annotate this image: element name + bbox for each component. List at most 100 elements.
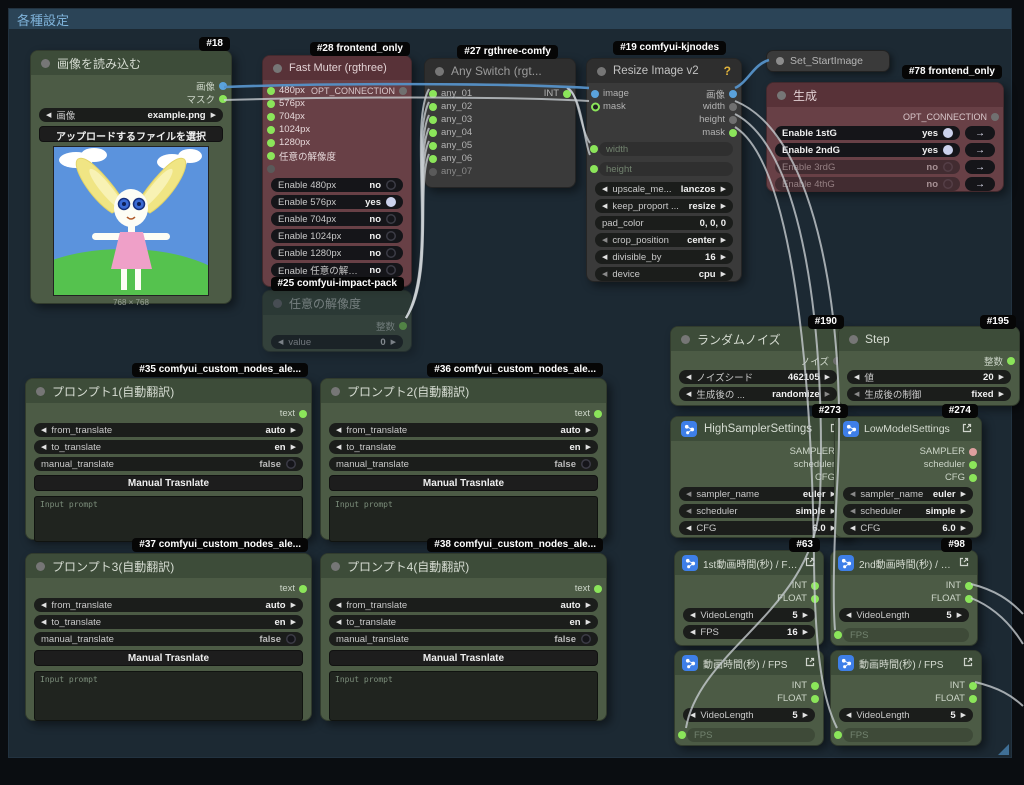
- input-dot[interactable]: [429, 154, 437, 163]
- node-title-bar[interactable]: 任意の解像度: [263, 291, 411, 315]
- from-translate-combo[interactable]: ◀ from_translate auto ▶: [329, 423, 598, 437]
- widget-input-dot-height[interactable]: [590, 165, 598, 173]
- toggle-enable-3rdg[interactable]: Enable 3rdG no →: [767, 160, 1003, 174]
- control-after-generate-combo[interactable]: ◀ 生成後の ... randomize ▶: [679, 387, 837, 401]
- node-title-bar[interactable]: 1st動画時間(秒) / FPS: [675, 551, 823, 575]
- collapse-dot-icon[interactable]: [435, 66, 444, 76]
- opt-connection-dot[interactable]: [399, 86, 407, 95]
- manual-translate-button[interactable]: Manual Trasnlate: [34, 650, 303, 666]
- collapse-dot-icon[interactable]: [597, 66, 606, 76]
- height-widget[interactable]: height: [599, 162, 733, 176]
- node-video-time-1[interactable]: 1st動画時間(秒) / FPS INT FLOAT ◀ VideoLength 5…: [674, 550, 824, 646]
- open-subgraph-icon[interactable]: [804, 656, 816, 671]
- output-dot-width[interactable]: [729, 102, 737, 111]
- to-translate-combo[interactable]: ◀ to_translate en ▶: [329, 440, 598, 454]
- toggle-enable-2ndg[interactable]: Enable 2ndG yes →: [767, 143, 1003, 157]
- output-dot-float[interactable]: [811, 594, 819, 603]
- from-translate-combo[interactable]: ◀ from_translate auto ▶: [329, 598, 598, 612]
- output-dot-int[interactable]: [965, 581, 973, 590]
- collapse-dot-icon[interactable]: [41, 58, 50, 68]
- group-title-bar[interactable]: 各種設定: [9, 9, 1011, 29]
- node-prompt-3[interactable]: プロンプト3(自動翻訳) text ◀ from_translate auto ▶ ◀…: [25, 553, 312, 721]
- output-dot-image[interactable]: [729, 89, 737, 98]
- toggle-circle[interactable]: [581, 634, 591, 644]
- toggle-circle[interactable]: [386, 248, 396, 258]
- input-dot[interactable]: [429, 102, 437, 111]
- video-length-combo[interactable]: ◀ VideoLength 5 ▶: [839, 708, 973, 722]
- output-dot-image[interactable]: [219, 81, 227, 90]
- node-title-bar[interactable]: 動画時間(秒) / FPS: [675, 651, 823, 675]
- node-title-bar[interactable]: 動画時間(秒) / FPS: [831, 651, 981, 675]
- fps-widget[interactable]: FPS: [843, 728, 973, 742]
- toggle-circle[interactable]: [943, 128, 953, 138]
- node-resize-image[interactable]: Resize Image v2 ? image 画像 mask width he…: [586, 58, 742, 282]
- empty-input-dot[interactable]: [267, 164, 275, 173]
- prompt-text-input[interactable]: [329, 496, 598, 542]
- output-dot-scheduler[interactable]: [969, 460, 977, 469]
- input-dot-image[interactable]: [591, 89, 599, 98]
- output-dot-text[interactable]: [594, 409, 602, 418]
- node-any-resolution[interactable]: 任意の解像度 整数 ◀ value 0 ▶: [262, 290, 412, 352]
- output-dot-cfg[interactable]: [969, 473, 977, 482]
- input-dot[interactable]: [429, 115, 437, 124]
- manual-translate-button[interactable]: Manual Trasnlate: [34, 475, 303, 491]
- fps-combo[interactable]: ◀ FPS 16 ▶: [683, 625, 815, 639]
- output-dot-text[interactable]: [594, 584, 602, 593]
- toggle-enable-custom[interactable]: Enable 任意の解像度 no: [271, 263, 403, 277]
- collapse-dot-icon[interactable]: [849, 334, 858, 344]
- node-step[interactable]: Step 整数 ◀ 値 20 ▶ ◀ 生成後の制御 fixed ▶: [838, 326, 1020, 406]
- node-prompt-2[interactable]: プロンプト2(自動翻訳) text ◀ from_translate auto ▶ ◀…: [320, 378, 607, 542]
- toggle-enable-704[interactable]: Enable 704px no: [271, 212, 403, 226]
- toggle-circle[interactable]: [386, 180, 396, 190]
- input-dot[interactable]: [267, 86, 275, 95]
- collapse-dot-icon[interactable]: [36, 561, 45, 571]
- toggle-circle[interactable]: [386, 214, 396, 224]
- node-title-bar[interactable]: ランダムノイズ: [671, 327, 845, 351]
- node-video-time-3[interactable]: 動画時間(秒) / FPS INT FLOAT ◀ VideoLength 5 ▶ F…: [674, 650, 824, 746]
- input-dot-mask[interactable]: [591, 102, 600, 111]
- input-dot[interactable]: [429, 89, 437, 98]
- toggle-enable-1280[interactable]: Enable 1280px no: [271, 246, 403, 260]
- collapse-dot-icon[interactable]: [36, 386, 45, 396]
- node-high-sampler-settings[interactable]: HighSamplerSettings SAMPLER scheduler CF…: [670, 416, 852, 538]
- output-dot-sampler[interactable]: [969, 447, 977, 456]
- manual-translate-button[interactable]: Manual Trasnlate: [329, 475, 598, 491]
- input-dot[interactable]: [267, 112, 275, 121]
- toggle-enable-1024[interactable]: Enable 1024px no: [271, 229, 403, 243]
- output-dot-int[interactable]: [563, 89, 571, 98]
- output-dot-int[interactable]: [969, 681, 977, 690]
- output-dot-int[interactable]: [811, 681, 819, 690]
- input-dot[interactable]: [267, 151, 275, 160]
- video-length-combo[interactable]: ◀ VideoLength 5 ▶: [683, 608, 815, 622]
- pad-color-widget[interactable]: pad_color 0, 0, 0: [595, 216, 733, 230]
- input-dot[interactable]: [429, 128, 437, 137]
- toggle-circle[interactable]: [286, 634, 296, 644]
- node-video-time-4[interactable]: 動画時間(秒) / FPS INT FLOAT ◀ VideoLength 5 ▶ F…: [830, 650, 982, 746]
- manual-translate-toggle[interactable]: manual_translate false: [329, 632, 598, 646]
- prev-arrow-icon[interactable]: ◀: [46, 112, 52, 119]
- node-prompt-1[interactable]: プロンプト1(自動翻訳) text ◀ from_translate auto ▶ ◀…: [25, 378, 312, 542]
- widget-input-dot-fps[interactable]: [834, 731, 842, 739]
- output-dot-int[interactable]: [1007, 357, 1015, 365]
- input-dot[interactable]: [267, 125, 275, 134]
- upload-file-button[interactable]: アップロードするファイルを選択: [39, 126, 223, 143]
- node-title-bar[interactable]: Resize Image v2 ?: [587, 59, 741, 83]
- collapse-dot-icon[interactable]: [331, 561, 340, 571]
- toggle-circle[interactable]: [386, 231, 396, 241]
- node-title-bar[interactable]: Any Switch (rgt...: [425, 59, 575, 83]
- manual-translate-toggle[interactable]: manual_translate false: [34, 457, 303, 471]
- fps-widget[interactable]: FPS: [843, 628, 969, 642]
- video-length-combo[interactable]: ◀ VideoLength 5 ▶: [839, 608, 969, 622]
- manual-translate-toggle[interactable]: manual_translate false: [34, 632, 303, 646]
- toggle-enable-4thg[interactable]: Enable 4thG no →: [767, 177, 1003, 191]
- node-random-noise[interactable]: ランダムノイズ ノイズ ◀ ノイズシード 462105 ▶ ◀ 生成後の ... rand…: [670, 326, 846, 406]
- crop-position-combo[interactable]: ◀ crop_position center ▶: [595, 233, 733, 247]
- toggle-circle[interactable]: [386, 197, 396, 207]
- divisible-by-combo[interactable]: ◀ divisible_by 16 ▶: [595, 250, 733, 264]
- upscale-method-combo[interactable]: ◀ upscale_me... lanczos ▶: [595, 182, 733, 196]
- value-combo[interactable]: ◀ value 0 ▶: [271, 335, 403, 349]
- node-set-start-image[interactable]: Set_StartImage: [766, 50, 890, 72]
